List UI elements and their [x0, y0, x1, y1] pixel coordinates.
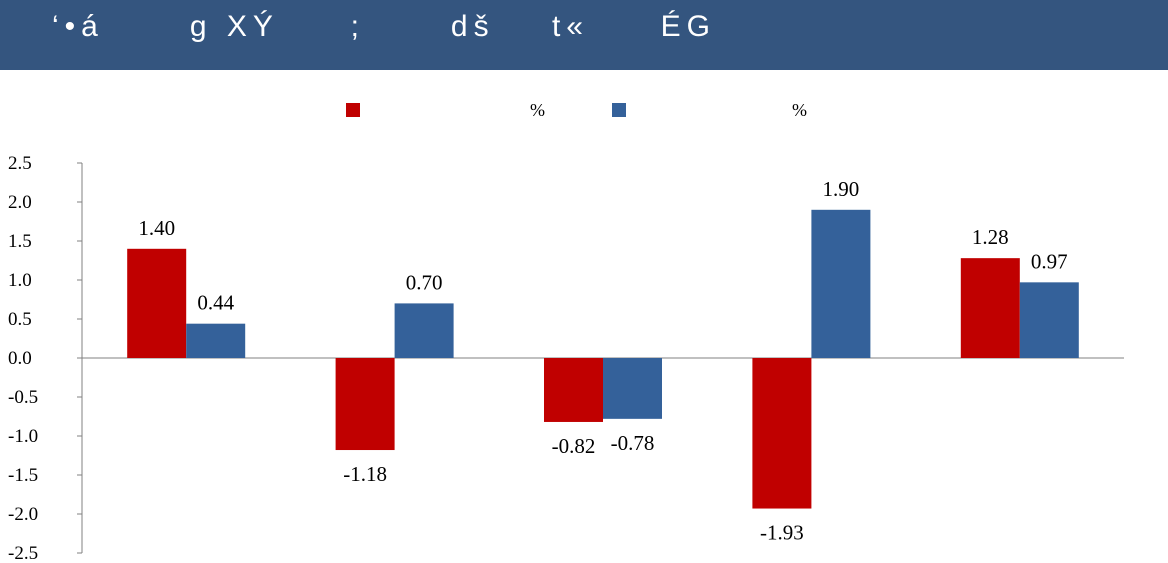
bar-chart: 2.5 2.0 1.5 1.0 0.5 0.0 -0.5 -1.0 -1.5 -2.0 -2.5 1.…: [8, 153, 1124, 563]
legend-swatch-series-1: [346, 103, 360, 117]
legend-label-series-1: %: [530, 99, 545, 120]
bar-series-2-item-3: [603, 358, 662, 419]
legend-swatch-series-2: [612, 103, 626, 117]
y-tick-label: 2.5: [8, 153, 32, 174]
legend-item-series-1: %: [346, 96, 545, 124]
bar-series-2-item-1: [186, 323, 246, 358]
bar-series-1-item-3: [544, 358, 603, 422]
legend-item-series-2: %: [612, 96, 807, 124]
data-label-series-1-item-2: -1.18: [343, 462, 387, 486]
y-tick-label: -1.0: [8, 426, 38, 447]
y-tick-label: 1.5: [8, 231, 32, 252]
bar-series-1-item-4: [752, 358, 812, 509]
y-tick-label: -1.5: [8, 465, 38, 486]
y-tick-label: -2.5: [8, 543, 38, 563]
y-tick-label: 0.0: [8, 348, 32, 369]
y-tick-label: -0.5: [8, 387, 38, 408]
chart-legend: % %: [0, 96, 1168, 124]
bar-series-1-item-1: [127, 248, 187, 358]
bar-series-2-item-2: [394, 303, 454, 358]
y-tick-label: 0.5: [8, 309, 32, 330]
y-tick-label: -2.0: [8, 504, 38, 525]
data-label-series-2-item-4: 1.90: [823, 177, 860, 201]
bar-series-2-item-5: [1019, 282, 1079, 358]
legend-label-series-2: %: [792, 99, 807, 120]
y-tick-label: 1.0: [8, 270, 32, 291]
y-tick-label: 2.0: [8, 192, 32, 213]
bar-series-1-item-5: [960, 258, 1020, 358]
bar-series-2-item-4: [811, 209, 871, 358]
data-label-series-1-item-4: -1.93: [760, 521, 804, 545]
bar-series-1-item-2: [335, 358, 395, 451]
data-label-series-2-item-3: -0.78: [611, 431, 655, 455]
data-label-series-1-item-1: 1.40: [138, 216, 175, 240]
data-label-series-2-item-5: 0.97: [1031, 249, 1068, 273]
data-label-series-1-item-5: 1.28: [972, 225, 1009, 249]
data-label-series-1-item-3: -0.82: [552, 434, 596, 458]
data-label-series-2-item-2: 0.70: [406, 270, 443, 294]
data-label-series-2-item-1: 0.44: [197, 291, 234, 315]
page-title: ‘•á g XÝ ; dš t« ÉG: [52, 10, 716, 43]
header-bar: ‘•á g XÝ ; dš t« ÉG: [0, 0, 1168, 70]
